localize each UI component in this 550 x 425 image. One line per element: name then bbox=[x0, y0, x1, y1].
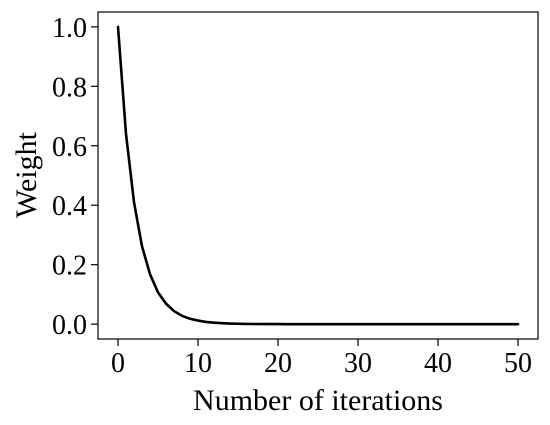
x-tick-label: 40 bbox=[424, 348, 452, 379]
series-line bbox=[116, 25, 520, 326]
x-tick-label: 50 bbox=[504, 348, 532, 379]
y-tick-label: 0.0 bbox=[52, 310, 87, 341]
x-tick-label: 20 bbox=[264, 348, 292, 379]
x-tick-label: 30 bbox=[344, 348, 372, 379]
y-tick-label: 0.6 bbox=[52, 132, 87, 163]
x-axis-label: Number of iterations bbox=[193, 384, 443, 417]
y-tick-label: 0.8 bbox=[52, 72, 87, 103]
y-tick-label: 0.4 bbox=[52, 191, 87, 222]
y-axis-label: Weight bbox=[10, 131, 43, 218]
y-axis-ticks: 0.0 0.2 0.4 0.6 0.8 1.0 bbox=[52, 13, 98, 341]
x-tick-label: 0 bbox=[111, 348, 125, 379]
y-tick-label: 0.2 bbox=[52, 251, 87, 282]
plot-frame bbox=[97, 11, 539, 340]
x-tick-label: 10 bbox=[184, 348, 212, 379]
x-axis-ticks: 0 10 20 30 40 50 bbox=[111, 339, 532, 379]
y-tick-label: 1.0 bbox=[52, 13, 87, 44]
